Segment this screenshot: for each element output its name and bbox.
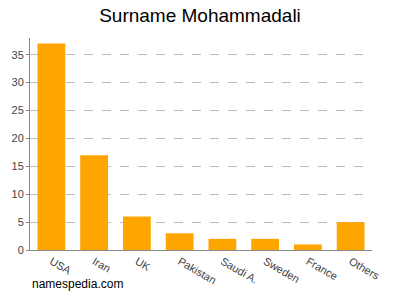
svg-text:Iran: Iran [90, 255, 112, 275]
svg-text:25: 25 [12, 104, 24, 116]
svg-text:20: 20 [12, 132, 24, 144]
svg-text:5: 5 [18, 216, 24, 228]
svg-text:0: 0 [18, 244, 24, 256]
svg-text:Pakistan: Pakistan [176, 255, 219, 286]
svg-text:35: 35 [12, 49, 24, 61]
svg-text:15: 15 [12, 160, 24, 172]
svg-text:Saudi A.: Saudi A. [219, 255, 260, 286]
svg-text:namespedia.com: namespedia.com [32, 277, 123, 291]
svg-text:Others: Others [347, 255, 382, 282]
svg-text:USA: USA [48, 255, 74, 277]
svg-text:Sweden: Sweden [261, 255, 301, 285]
svg-text:30: 30 [12, 76, 24, 88]
svg-text:France: France [304, 255, 340, 283]
svg-text:Surname Mohammadali: Surname Mohammadali [99, 5, 301, 26]
svg-text:10: 10 [12, 188, 24, 200]
svg-text:UK: UK [133, 255, 153, 273]
